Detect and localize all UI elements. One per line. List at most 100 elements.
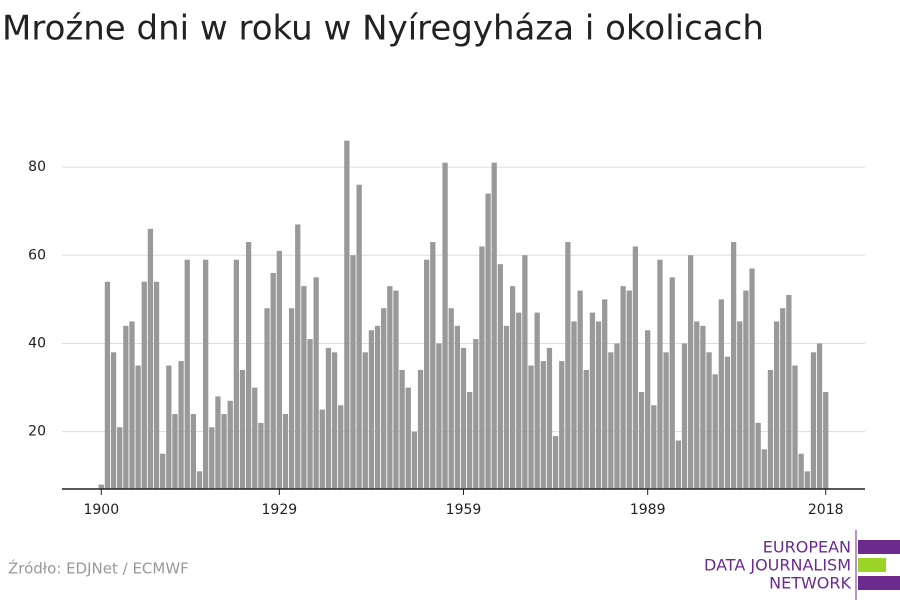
bar <box>528 365 534 489</box>
bar <box>620 286 626 489</box>
bar <box>166 365 172 489</box>
bar <box>209 427 215 489</box>
bar <box>638 391 645 489</box>
bar <box>663 352 669 489</box>
logo-text: NETWORK <box>769 574 851 593</box>
bar <box>350 255 356 489</box>
bar <box>479 246 485 489</box>
bar <box>602 299 608 489</box>
bar <box>700 325 706 489</box>
bar <box>190 414 197 489</box>
bar <box>614 343 620 489</box>
bar <box>509 286 516 489</box>
bar <box>160 453 166 489</box>
bar <box>522 255 528 489</box>
bar <box>816 343 823 489</box>
bar <box>362 352 368 489</box>
bar <box>295 224 301 489</box>
bar <box>411 431 418 489</box>
bar <box>196 471 203 489</box>
bar <box>436 343 442 489</box>
bar <box>264 308 270 489</box>
bar <box>252 387 258 489</box>
bar <box>571 321 577 489</box>
bar <box>227 400 233 489</box>
bar <box>301 286 307 489</box>
bar <box>442 162 448 489</box>
bar <box>123 325 129 489</box>
bar <box>589 312 596 489</box>
bar <box>356 184 362 490</box>
bar <box>792 365 798 489</box>
bar <box>172 414 178 489</box>
bar <box>773 321 780 489</box>
bar <box>417 369 424 489</box>
bar <box>98 484 104 489</box>
bar <box>110 352 117 489</box>
bar <box>718 299 724 489</box>
bar <box>319 409 325 489</box>
logo-text: EUROPEAN <box>763 538 851 557</box>
bar <box>595 321 602 489</box>
bar <box>583 369 589 489</box>
y-tick-label: 60 <box>28 247 46 263</box>
bar <box>755 422 761 489</box>
bar <box>448 308 454 489</box>
bar <box>313 277 319 489</box>
bar <box>344 140 350 489</box>
bar <box>454 325 461 489</box>
bar <box>503 325 510 489</box>
bar <box>706 352 712 489</box>
bar <box>399 369 405 489</box>
bar <box>460 347 467 489</box>
bar <box>239 369 246 489</box>
bar <box>307 339 313 489</box>
bar <box>577 290 583 489</box>
bar <box>466 391 473 489</box>
bar <box>559 361 565 489</box>
bar <box>681 343 688 489</box>
bar <box>516 312 522 489</box>
bar <box>730 242 737 489</box>
x-tick-label: 2018 <box>808 502 844 518</box>
logo: EUROPEAN DATA JOURNALISM NETWORK <box>704 530 900 600</box>
bar <box>724 356 731 489</box>
bar <box>368 330 375 489</box>
bar <box>737 321 743 489</box>
bar <box>424 259 430 489</box>
x-tick-label: 1900 <box>83 502 119 518</box>
bar <box>810 352 817 489</box>
bar <box>430 242 436 489</box>
bar <box>221 414 227 489</box>
bar <box>767 369 774 489</box>
bar <box>282 414 289 489</box>
bar <box>276 250 282 489</box>
bar <box>780 308 786 489</box>
bar <box>540 361 546 489</box>
bar <box>743 290 749 489</box>
bar <box>798 453 804 489</box>
bar <box>393 290 399 489</box>
bar <box>657 259 663 489</box>
bar <box>117 427 123 489</box>
bar <box>669 277 675 489</box>
bar <box>381 308 387 489</box>
logo-bar <box>858 558 886 572</box>
bar <box>331 352 338 489</box>
bar <box>675 440 682 489</box>
source: Źródło: EDJNet / ECMWF <box>8 559 189 578</box>
bar <box>203 259 209 489</box>
bar <box>608 352 614 489</box>
bar <box>147 228 154 489</box>
bar <box>485 193 491 490</box>
bar <box>258 422 264 489</box>
bar <box>651 405 657 489</box>
bar <box>632 246 639 489</box>
bar <box>245 242 252 489</box>
bar <box>141 281 147 489</box>
bar <box>645 330 651 489</box>
bar <box>546 347 553 489</box>
bar <box>497 264 503 489</box>
bar <box>712 374 718 489</box>
bar <box>473 339 479 489</box>
